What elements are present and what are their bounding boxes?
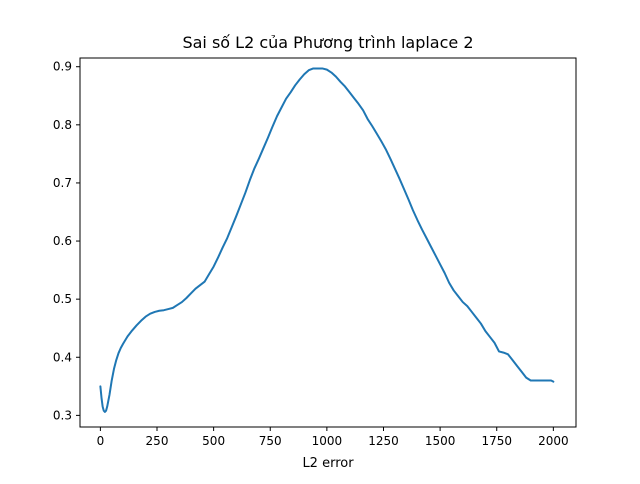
x-tick-label: 0 — [97, 434, 105, 448]
chart-title: Sai số L2 của Phương trình laplace 2 — [182, 33, 473, 52]
series-line-0 — [99, 67, 555, 413]
y-tick-label: 0.3 — [53, 408, 72, 422]
x-tick-label: 1750 — [481, 434, 512, 448]
axes: 0 250 500 750 1000 1250 1500 1750 2000 0.3 0.4 0.5 0… — [53, 57, 577, 448]
x-tick-label: 750 — [259, 434, 282, 448]
x-tick-label: 1250 — [368, 434, 399, 448]
y-tick-label: 0.9 — [53, 60, 72, 74]
axes-frame — [79, 57, 577, 428]
x-tick-label: 2000 — [538, 434, 569, 448]
y-tick-label: 0.7 — [53, 176, 72, 190]
y-tick-label: 0.6 — [53, 234, 72, 248]
x-tick-label: 500 — [202, 434, 225, 448]
plot-area — [99, 67, 555, 413]
y-tick-label: 0.5 — [53, 292, 72, 306]
x-tick-label: 1000 — [312, 434, 343, 448]
x-tick-label: 1500 — [425, 434, 456, 448]
y-tick-label: 0.4 — [53, 350, 72, 364]
y-tick-label: 0.8 — [53, 118, 72, 132]
x-tick-label: 250 — [146, 434, 169, 448]
x-axis-label: L2 error — [302, 456, 354, 471]
